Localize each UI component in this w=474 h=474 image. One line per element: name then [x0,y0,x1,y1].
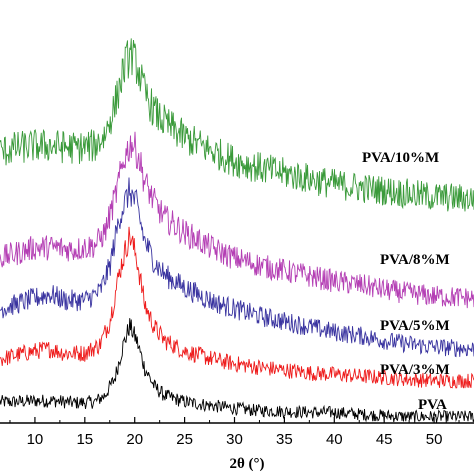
series-label-pva-5-m: PVA/5%M [380,318,450,334]
series-labels: PVA PVA/3%M PVA/5%M PVA/8%M PVA/10%M [362,150,450,413]
x-tick-label: 40 [326,431,343,448]
series-label-pva-3-m: PVA/3%M [380,362,450,378]
x-tick-label: 50 [426,431,443,448]
x-ticks: 1015202530354045505 [9,417,460,448]
series-line-pva [0,318,474,423]
series-label-pva-8-m: PVA/8%M [380,252,450,268]
x-tick-label: 30 [226,431,243,448]
x-tick-label: 35 [276,431,293,448]
x-tick-label: 25 [176,431,193,448]
series-line-pva-10-m [0,38,474,212]
series-layer [0,38,474,423]
x-tick-label: 20 [126,431,143,448]
x-axis-title: 2θ (°) [229,456,264,472]
series-line-pva-5-m [0,177,474,358]
x-tick-label: 10 [27,431,44,448]
x-tick-label: 45 [376,431,393,448]
series-line-pva-8-m [0,131,474,309]
series-label-pva-10-m: PVA/10%M [362,150,439,166]
series-line-pva-3-m [0,226,474,389]
x-tick-label: 15 [76,431,93,448]
series-label-pva: PVA [418,397,447,413]
